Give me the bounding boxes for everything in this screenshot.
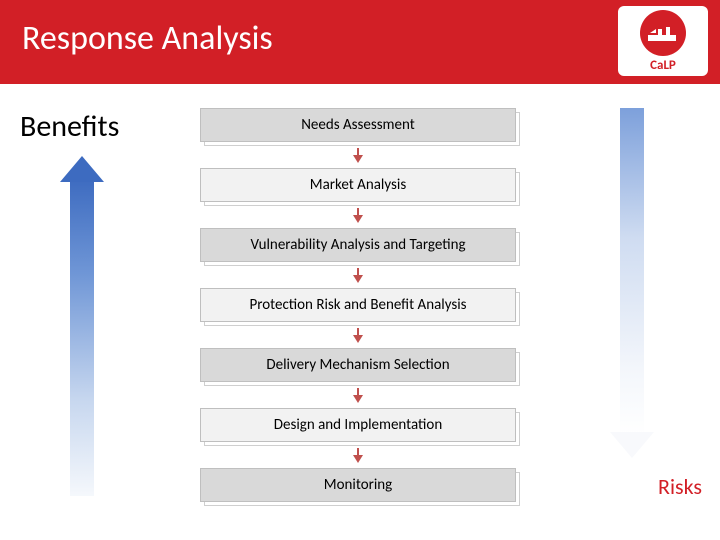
flow-connector-arrow-icon xyxy=(346,448,370,466)
flow-box-label: Market Analysis xyxy=(200,168,516,202)
flow-box-label: Delivery Mechanism Selection xyxy=(200,348,516,382)
page-title: Response Analysis xyxy=(22,18,273,59)
flow-box: Market Analysis xyxy=(200,168,516,202)
flow-connector-arrow-icon xyxy=(346,148,370,166)
flow-box-label: Monitoring xyxy=(200,468,516,502)
flow-connector-arrow-icon xyxy=(346,388,370,406)
flow-box: Design and Implementation xyxy=(200,408,516,442)
flow-box: Protection Risk and Benefit Analysis xyxy=(200,288,516,322)
flow-box-label: Vulnerability Analysis and Targeting xyxy=(200,228,516,262)
flow-box-label: Design and Implementation xyxy=(200,408,516,442)
flow-connector-arrow-icon xyxy=(346,328,370,346)
logo-text: CaLP xyxy=(650,58,676,73)
flow-box: Vulnerability Analysis and Targeting xyxy=(200,228,516,262)
risks-arrow xyxy=(610,108,654,458)
flow-box: Needs Assessment xyxy=(200,108,516,142)
hand-icon xyxy=(640,10,686,56)
flow-box: Delivery Mechanism Selection xyxy=(200,348,516,382)
process-flow: Needs Assessment Market Analysis Vulnerabi… xyxy=(185,108,531,506)
flow-connector-arrow-icon xyxy=(346,208,370,226)
flow-box-label: Needs Assessment xyxy=(200,108,516,142)
flow-box-label: Protection Risk and Benefit Analysis xyxy=(200,288,516,322)
flow-box: Monitoring xyxy=(200,468,516,502)
benefits-label: Benefits xyxy=(20,108,119,145)
header-bar: Response Analysis CaLP xyxy=(0,0,720,84)
risks-label: Risks xyxy=(658,473,702,500)
calp-logo: CaLP xyxy=(618,6,708,76)
flow-connector-arrow-icon xyxy=(346,268,370,286)
benefits-arrow xyxy=(60,156,104,496)
